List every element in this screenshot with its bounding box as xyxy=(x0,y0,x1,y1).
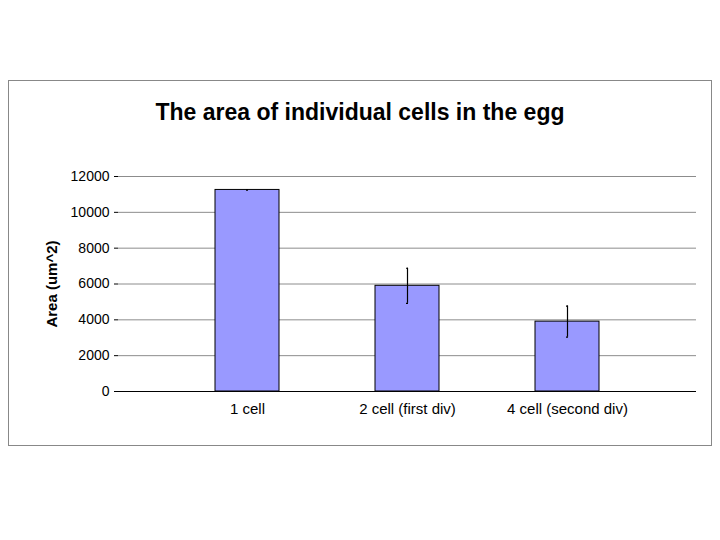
svg-text:8000: 8000 xyxy=(78,240,109,256)
svg-text:2 cell (first div): 2 cell (first div) xyxy=(359,400,456,417)
svg-text:4 cell (second div): 4 cell (second div) xyxy=(507,400,628,417)
svg-text:2000: 2000 xyxy=(78,347,109,363)
svg-text:0: 0 xyxy=(102,383,110,399)
svg-text:Area (um^2): Area (um^2) xyxy=(43,240,60,327)
svg-text:6000: 6000 xyxy=(78,275,109,291)
html-text:The area of individual cells i: The area of individual cells in the egg xyxy=(155,99,565,125)
svg-text:12000: 12000 xyxy=(71,168,110,184)
svg-text:4000: 4000 xyxy=(78,311,109,327)
svg-text:10000: 10000 xyxy=(71,204,110,220)
svg-text:1 cell: 1 cell xyxy=(230,400,265,417)
